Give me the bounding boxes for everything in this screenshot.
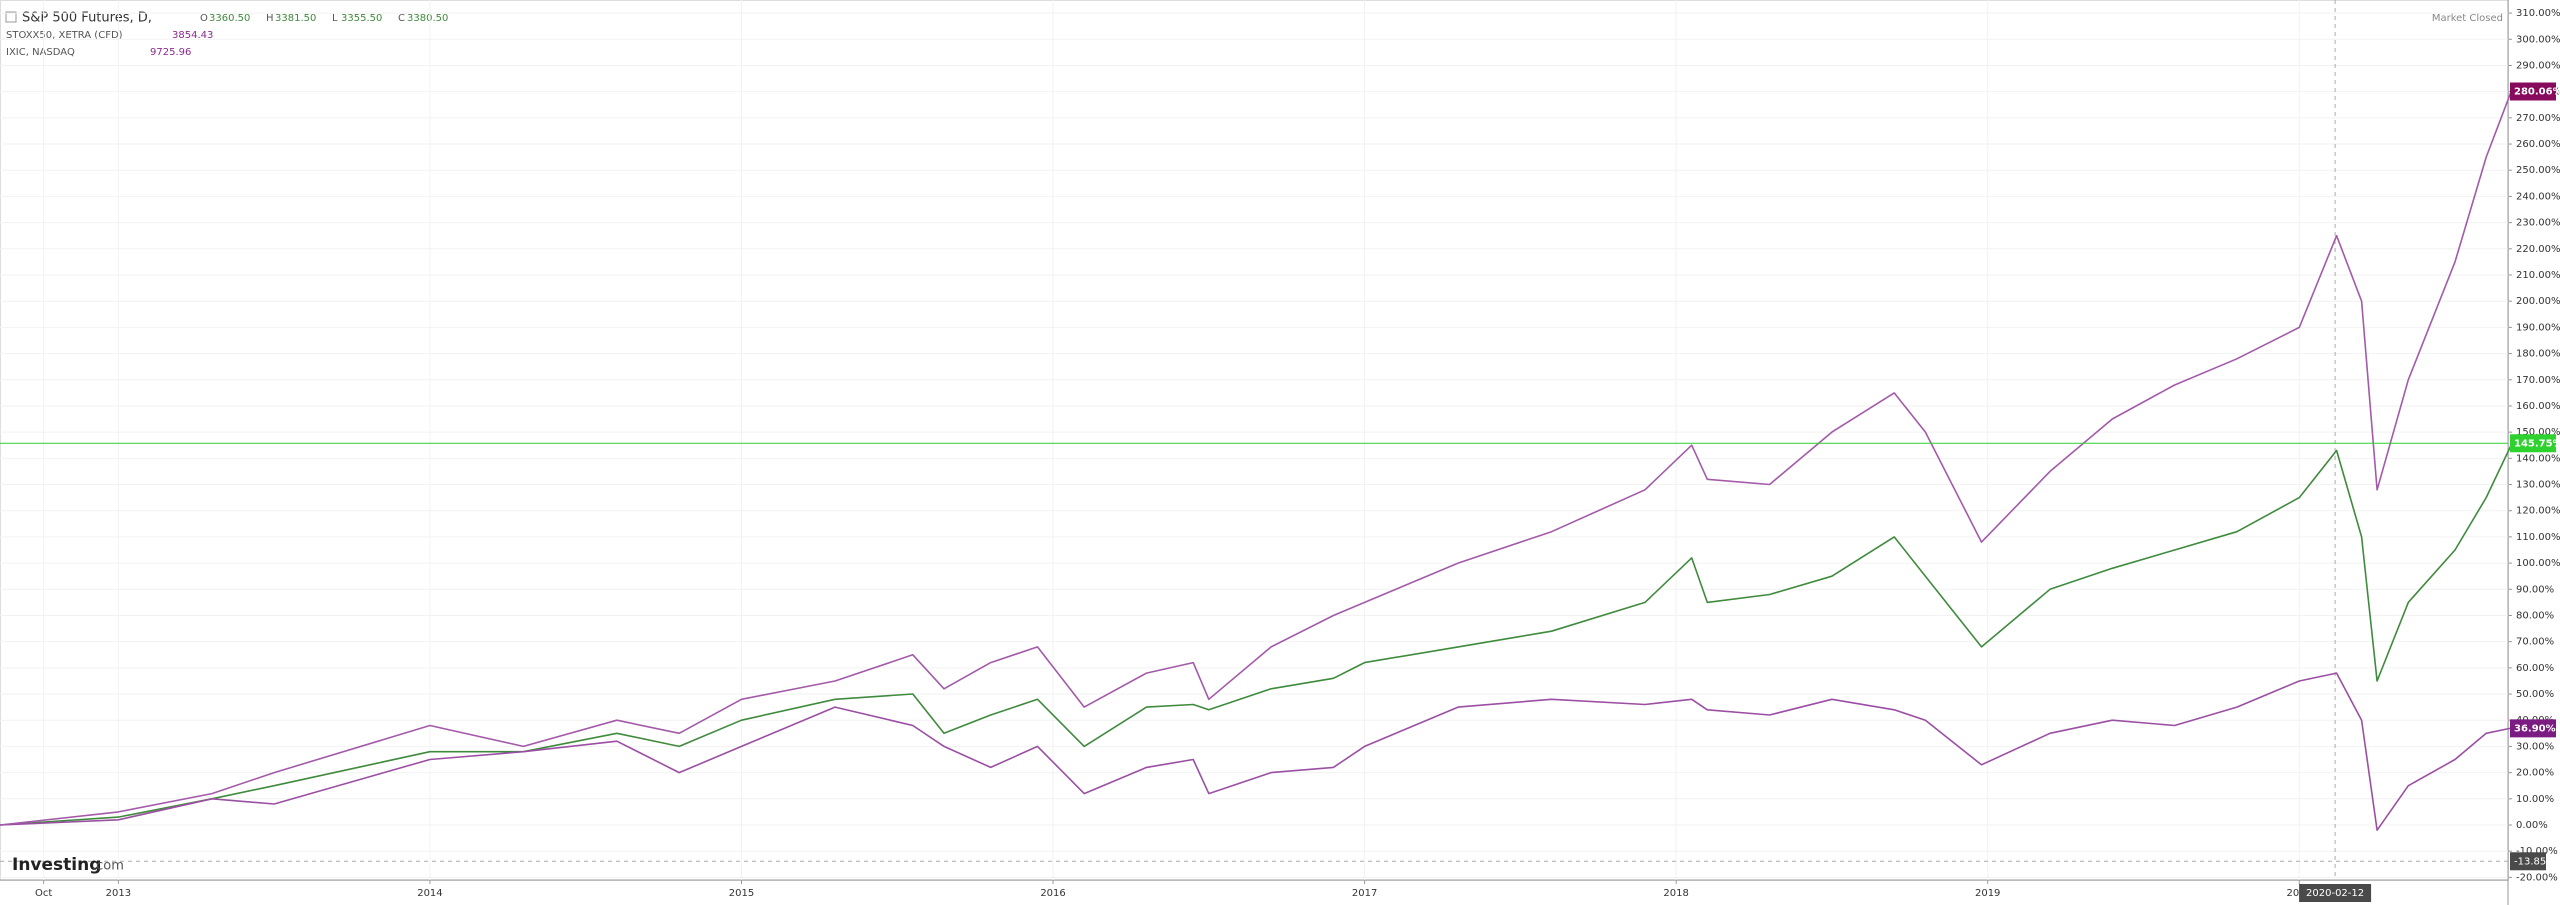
y-tick-label: -20.00% (2516, 872, 2558, 883)
y-tick-label: 210.00% (2516, 270, 2560, 281)
x-tick-label: 2018 (1663, 888, 1688, 899)
ohlc-value: 3380.50 (407, 13, 448, 24)
crosshair-y-label-bg (2510, 852, 2546, 871)
series-line (0, 91, 2512, 826)
ohlc-value: 3355.50 (341, 13, 382, 24)
y-tick-label: 260.00% (2516, 139, 2560, 150)
x-tick-label: 2013 (106, 888, 131, 899)
x-tick-label: 2016 (1040, 888, 1065, 899)
y-tick-label: 170.00% (2516, 375, 2560, 386)
x-tick-label: 2019 (1975, 888, 2000, 899)
y-tick-label: 100.00% (2516, 558, 2560, 569)
y-tick-label: -10.00% (2516, 846, 2558, 857)
x-tick-label: 2015 (729, 888, 754, 899)
last-value-bg (2510, 434, 2556, 453)
y-tick-label: 290.00% (2516, 60, 2560, 71)
y-tick-label: 160.00% (2516, 401, 2560, 412)
last-value-label: 280.06% (2514, 87, 2560, 98)
y-tick-label: 30.00% (2516, 741, 2554, 752)
crosshair-y-label: -13.85 (2514, 856, 2546, 867)
y-tick-label: 250.00% (2516, 165, 2560, 176)
series-line (0, 444, 2512, 826)
ohlc-key: O (200, 13, 208, 24)
y-tick-label: 310.00% (2516, 8, 2560, 19)
logo-name: Investing (12, 855, 101, 875)
collapse-icon (5, 11, 17, 23)
y-tick-label: 10.00% (2516, 794, 2554, 805)
y-tick-label: 230.00% (2516, 218, 2560, 229)
overlay-value: 3854.43 (172, 30, 213, 41)
y-tick-label: 20.00% (2516, 768, 2554, 779)
y-tick-label: 70.00% (2516, 637, 2554, 648)
ohlc-key: C (398, 13, 405, 24)
y-tick-label: 130.00% (2516, 480, 2560, 491)
x-tick-label: Oct (35, 888, 52, 899)
y-tick-label: 0.00% (2516, 820, 2548, 831)
symbol-title: S&P 500 Futures, D, (22, 11, 152, 26)
last-value-bg (2510, 82, 2556, 101)
last-value-label: 36.90% (2514, 723, 2556, 734)
series-line (0, 672, 2512, 831)
y-tick-label: 120.00% (2516, 506, 2560, 517)
overlay-name: STOXX50, XETRA (CFD) (6, 30, 123, 41)
y-tick-label: 140.00% (2516, 453, 2560, 464)
y-tick-label: 240.00% (2516, 191, 2560, 202)
ohlc-key: L (332, 13, 338, 24)
crosshair-x-label: 2020-02-12 (2306, 888, 2364, 899)
y-tick-label: 200.00% (2516, 296, 2560, 307)
y-tick-label: 270.00% (2516, 113, 2560, 124)
y-tick-label: 220.00% (2516, 244, 2560, 255)
y-tick-label: 60.00% (2516, 663, 2554, 674)
ohlc-value: 3360.50 (209, 13, 250, 24)
header: S&P 500 Futures, D, O 3360.50 H 3381.50 L 3355… (5, 11, 2503, 58)
y-tick-label: 90.00% (2516, 584, 2554, 595)
overlay-name: IXIC, NASDAQ (6, 47, 75, 58)
x-tick-label: 2017 (1352, 888, 1377, 899)
overlay-value: 9725.96 (150, 47, 191, 58)
y-tick-label: 110.00% (2516, 532, 2560, 543)
y-tick-label: 150.00% (2516, 427, 2560, 438)
y-tick-label: 80.00% (2516, 610, 2554, 621)
y-tick-label: 180.00% (2516, 349, 2560, 360)
ohlc-value: 3381.50 (275, 13, 316, 24)
y-tick-label: 50.00% (2516, 689, 2554, 700)
crosshair-x-label-bg (2299, 884, 2372, 902)
last-value-bg (2510, 719, 2556, 738)
y-tick-label: 300.00% (2516, 34, 2560, 45)
x-tick-label: 2014 (417, 888, 442, 899)
logo-suffix: .com (92, 859, 124, 874)
y-tick-label: 190.00% (2516, 322, 2560, 333)
last-value-label: 145.75% (2514, 438, 2560, 449)
ohlc-key: H (266, 13, 274, 24)
market-status: Market Closed (2432, 13, 2503, 24)
